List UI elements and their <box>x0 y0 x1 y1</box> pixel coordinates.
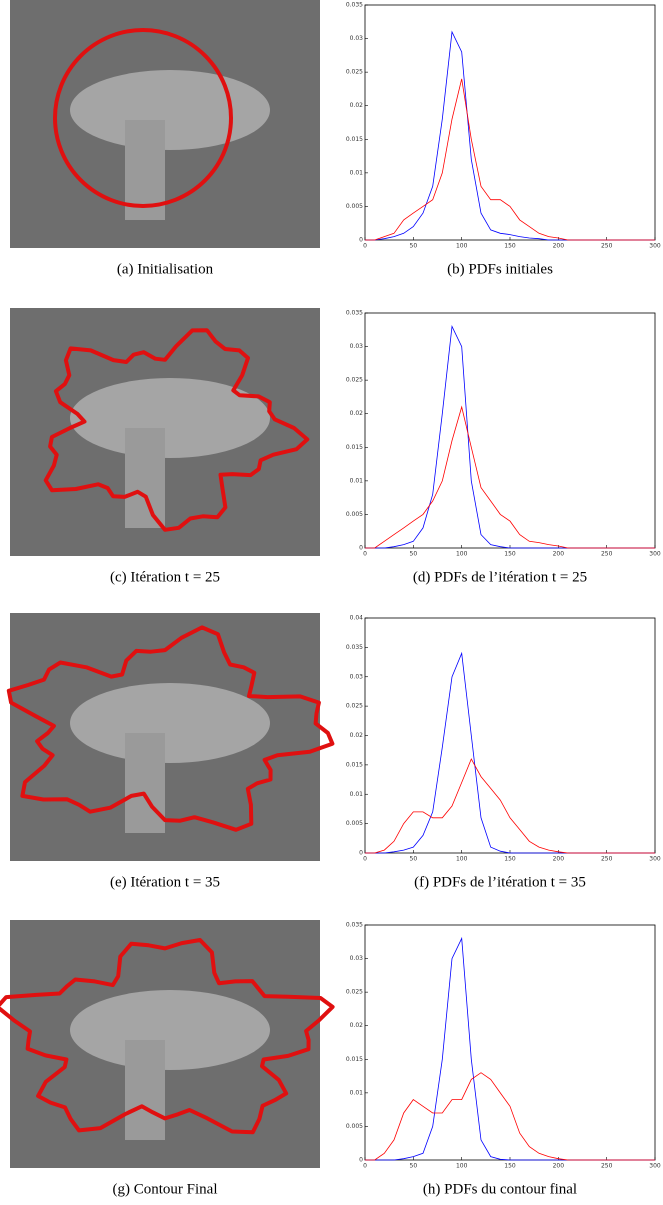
x-tick-label: 150 <box>504 1163 516 1170</box>
plot-area <box>364 617 656 854</box>
x-tick-label: 200 <box>553 1163 565 1170</box>
y-tick-label: 0.015 <box>346 1056 363 1063</box>
contour <box>0 938 335 1135</box>
x-tick-label: 0 <box>363 243 367 250</box>
contour <box>6 625 335 832</box>
x-tick-label: 300 <box>649 1163 661 1170</box>
y-tick-label: 0.01 <box>350 169 364 176</box>
y-tick-label: 0.035 <box>346 310 363 317</box>
y-tick-label: 0.01 <box>350 791 364 798</box>
y-tick-label: 0.03 <box>350 35 364 42</box>
caption: (g) Contour Final <box>113 1181 218 1197</box>
y-tick-label: 0.03 <box>350 955 364 962</box>
y-tick-label: 0 <box>359 1157 363 1164</box>
cheetah <box>70 683 270 763</box>
y-tick-label: 0 <box>359 850 363 857</box>
y-tick-label: 0.005 <box>346 1123 363 1130</box>
x-tick-label: 300 <box>649 243 661 250</box>
x-tick-label: 50 <box>410 551 418 558</box>
y-tick-label: 0 <box>359 237 363 244</box>
contour <box>43 328 310 532</box>
x-tick-label: 50 <box>410 1163 418 1170</box>
caption: (c) Itération t = 25 <box>110 569 220 585</box>
x-tick-label: 250 <box>601 243 613 250</box>
series-line <box>365 758 655 854</box>
x-tick-label: 150 <box>504 856 516 863</box>
caption: (a) Initialisation <box>117 261 214 277</box>
plot-area <box>364 924 656 1161</box>
x-tick-label: 0 <box>363 1163 367 1170</box>
x-tick-label: 250 <box>601 856 613 863</box>
y-tick-label: 0.025 <box>346 69 363 76</box>
x-tick-label: 200 <box>553 243 565 250</box>
y-tick-label: 0.02 <box>350 410 364 417</box>
y-tick-label: 0.01 <box>350 1089 364 1096</box>
y-tick-label: 0.02 <box>350 1022 364 1029</box>
x-tick-label: 50 <box>410 243 418 250</box>
series-line <box>365 78 655 241</box>
cheetah <box>70 378 270 458</box>
y-tick-label: 0.015 <box>346 136 363 143</box>
x-tick-label: 100 <box>456 243 468 250</box>
x-tick-label: 250 <box>601 551 613 558</box>
y-tick-label: 0.025 <box>346 377 363 384</box>
y-tick-label: 0.025 <box>346 989 363 996</box>
y-tick-label: 0.015 <box>346 761 363 768</box>
cheetah <box>70 70 270 150</box>
x-tick-label: 100 <box>456 1163 468 1170</box>
x-tick-label: 150 <box>504 243 516 250</box>
cheetah-leg <box>125 428 165 528</box>
y-tick-label: 0.025 <box>346 703 363 710</box>
x-tick-label: 200 <box>553 551 565 558</box>
series-line <box>365 405 655 549</box>
x-tick-label: 300 <box>649 551 661 558</box>
caption: (h) PDFs du contour final <box>423 1181 577 1197</box>
y-tick-label: 0.01 <box>350 477 364 484</box>
x-tick-label: 250 <box>601 1163 613 1170</box>
contour <box>53 28 233 208</box>
series-line <box>365 1072 655 1161</box>
y-tick-label: 0.005 <box>346 203 363 210</box>
y-tick-label: 0.03 <box>350 343 364 350</box>
cheetah-leg <box>125 733 165 833</box>
caption: (d) PDFs de l’itération t = 25 <box>413 569 587 585</box>
y-tick-label: 0.02 <box>350 732 364 739</box>
x-tick-label: 200 <box>553 856 565 863</box>
x-tick-label: 100 <box>456 856 468 863</box>
y-tick-label: 0.035 <box>346 644 363 651</box>
y-tick-label: 0.02 <box>350 102 364 109</box>
y-tick-label: 0 <box>359 545 363 552</box>
caption: (b) PDFs initiales <box>447 261 553 277</box>
x-tick-label: 0 <box>363 551 367 558</box>
cheetah-leg <box>125 1040 165 1140</box>
y-tick-label: 0.005 <box>346 511 363 518</box>
cheetah <box>70 990 270 1070</box>
y-tick-label: 0.015 <box>346 444 363 451</box>
x-tick-label: 0 <box>363 856 367 863</box>
y-tick-label: 0.03 <box>350 673 364 680</box>
x-tick-label: 150 <box>504 551 516 558</box>
y-tick-label: 0.035 <box>346 2 363 9</box>
plot-area <box>364 312 656 549</box>
y-tick-label: 0.04 <box>350 615 364 622</box>
y-tick-label: 0.035 <box>346 922 363 929</box>
caption: (e) Itération t = 35 <box>110 874 220 890</box>
caption: (f) PDFs de l’itération t = 35 <box>414 874 586 890</box>
x-tick-label: 300 <box>649 856 661 863</box>
plot-area <box>364 4 656 241</box>
x-tick-label: 50 <box>410 856 418 863</box>
y-tick-label: 0.005 <box>346 820 363 827</box>
x-tick-label: 100 <box>456 551 468 558</box>
